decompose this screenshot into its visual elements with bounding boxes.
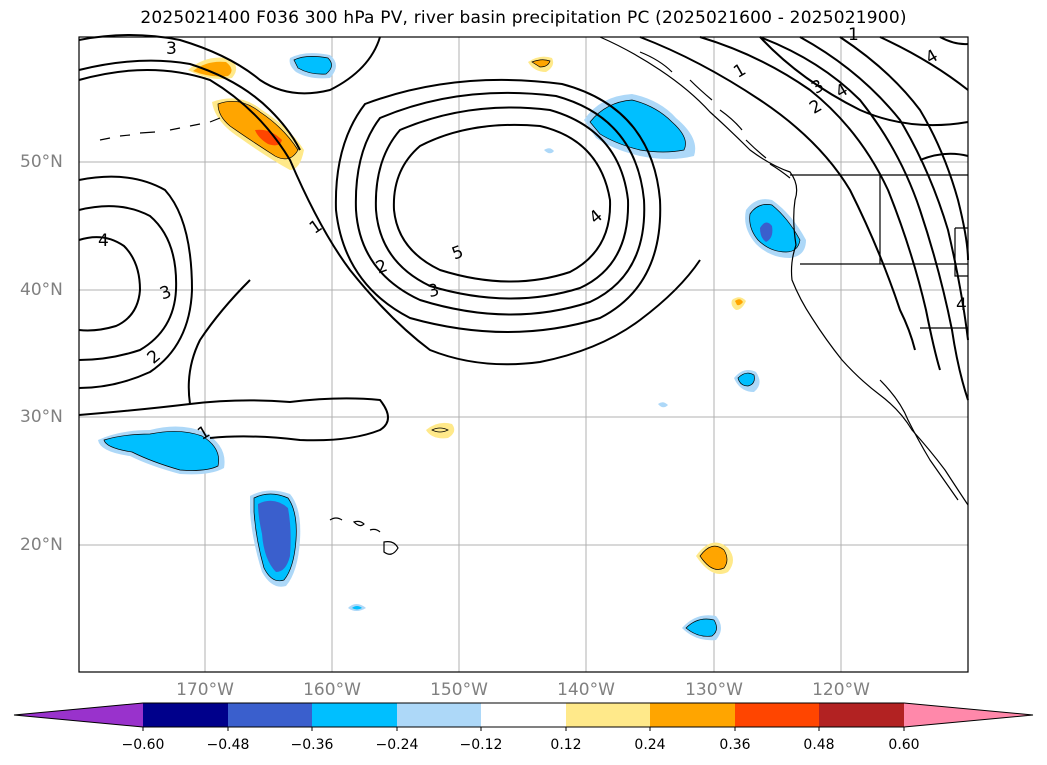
contour-label: 4 (956, 295, 967, 315)
lon-label-170w: 170°W (176, 680, 234, 700)
colorbar-segment (735, 703, 819, 727)
colorbar-segment (481, 703, 566, 727)
patch-outlines (103, 56, 801, 637)
pv-contours (78, 34, 969, 442)
colorbar-tick-label: 0.24 (634, 737, 666, 753)
colorbar-tick-label: −0.36 (290, 737, 334, 753)
lon-label-150w: 150°W (430, 680, 488, 700)
lon-label-140w: 140°W (557, 680, 615, 700)
contour-label: 3 (426, 280, 442, 302)
gridlines (79, 37, 968, 672)
colorbar-tick-label: −0.48 (206, 737, 250, 753)
colorbar-segment (143, 703, 228, 727)
colorbar-tick-label: 0.36 (719, 737, 751, 753)
colorbar-tick-label: −0.12 (459, 737, 503, 753)
shaded-patches (98, 53, 806, 641)
colorbar-segment (228, 703, 312, 727)
contour-label: 4 (98, 231, 109, 251)
colorbar-segment (650, 703, 735, 727)
colorbar-segment (14, 703, 143, 727)
contour-label: 1 (848, 25, 859, 45)
colorbar-segment (904, 703, 1033, 727)
coastlines (99, 36, 969, 555)
colorbar-tick-label: −0.60 (121, 737, 165, 753)
lat-label-20n: 20°N (20, 535, 63, 555)
colorbar-tick-label: −0.24 (375, 737, 419, 753)
colorbar-tick-label: 0.12 (550, 737, 582, 753)
lat-label-30n: 30°N (20, 407, 63, 427)
lon-label-120w: 120°W (812, 680, 870, 700)
lat-label-40n: 40°N (20, 280, 63, 300)
lon-label-130w: 130°W (685, 680, 743, 700)
colorbar-segment (312, 703, 397, 727)
lon-label-160w: 160°W (303, 680, 361, 700)
colorbar-tick-label: 0.60 (888, 737, 920, 753)
lat-label-50n: 50°N (20, 152, 63, 172)
contour-label: 3 (166, 39, 177, 59)
colorbar-tick-label: 0.48 (803, 737, 835, 753)
map-frame (78, 36, 969, 673)
colorbar-segment (819, 703, 904, 727)
figure-title: 2025021400 F036 300 hPa PV, river basin … (140, 8, 907, 28)
colorbar-segment (566, 703, 650, 727)
colorbar-segment (397, 703, 481, 727)
